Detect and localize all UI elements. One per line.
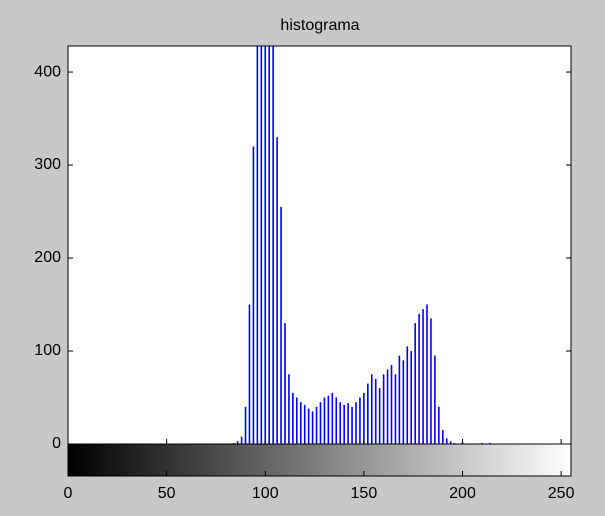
y-tick-label: 100 [34, 342, 61, 359]
bar [264, 46, 267, 444]
bar [280, 206, 282, 444]
bar [445, 438, 448, 444]
bar [319, 402, 322, 444]
bar [386, 369, 389, 444]
bar [374, 378, 377, 444]
bar [296, 397, 298, 444]
bar [406, 346, 409, 444]
bar [355, 402, 357, 444]
colorbar [67, 443, 572, 477]
chart-title: histograma [280, 17, 359, 34]
bar [299, 402, 302, 444]
bar [292, 392, 294, 444]
bar [382, 374, 385, 444]
bar [303, 404, 306, 444]
bar [272, 46, 274, 444]
bar [327, 395, 330, 444]
bar [378, 388, 381, 444]
bar [410, 351, 413, 444]
bar [268, 46, 270, 444]
bar [422, 309, 424, 444]
bar [414, 323, 416, 444]
bar [276, 137, 278, 444]
x-tick-label: 50 [158, 485, 176, 502]
bar [438, 406, 440, 444]
y-tick-label: 200 [34, 249, 61, 266]
x-tick-label: 0 [64, 485, 73, 502]
bar [370, 374, 373, 444]
bar [240, 436, 243, 444]
bar [339, 402, 342, 444]
bar [244, 406, 247, 444]
bar [347, 403, 349, 444]
bar [367, 383, 369, 444]
x-tick-label: 200 [449, 485, 476, 502]
bar [398, 355, 401, 444]
bar [351, 406, 353, 444]
bar [288, 374, 290, 444]
y-tick-label: 300 [34, 156, 61, 173]
x-tick-label: 150 [351, 485, 378, 502]
x-tick-label: 100 [252, 485, 279, 502]
bar [390, 364, 393, 444]
bar [248, 304, 251, 444]
bar [426, 304, 428, 444]
bar [430, 318, 432, 444]
bar [311, 411, 314, 444]
bar [331, 392, 334, 444]
bar [394, 374, 397, 444]
bar [260, 46, 263, 444]
bar [307, 408, 310, 444]
bar [284, 323, 286, 444]
y-tick-label: 0 [52, 435, 61, 452]
bar [418, 313, 420, 444]
bar [323, 397, 326, 444]
bar [359, 397, 361, 444]
bar [343, 404, 345, 444]
bar [402, 360, 405, 444]
bar [363, 392, 365, 444]
x-tick-label: 250 [548, 485, 575, 502]
plot-area [68, 46, 571, 444]
bar [449, 441, 452, 444]
bar [441, 430, 444, 444]
bar [434, 355, 436, 444]
y-tick-label: 400 [34, 63, 61, 80]
bar [252, 146, 255, 444]
bar [236, 441, 239, 444]
bar [335, 397, 338, 444]
bars [232, 46, 491, 444]
bar [256, 46, 259, 444]
bar [315, 406, 318, 444]
